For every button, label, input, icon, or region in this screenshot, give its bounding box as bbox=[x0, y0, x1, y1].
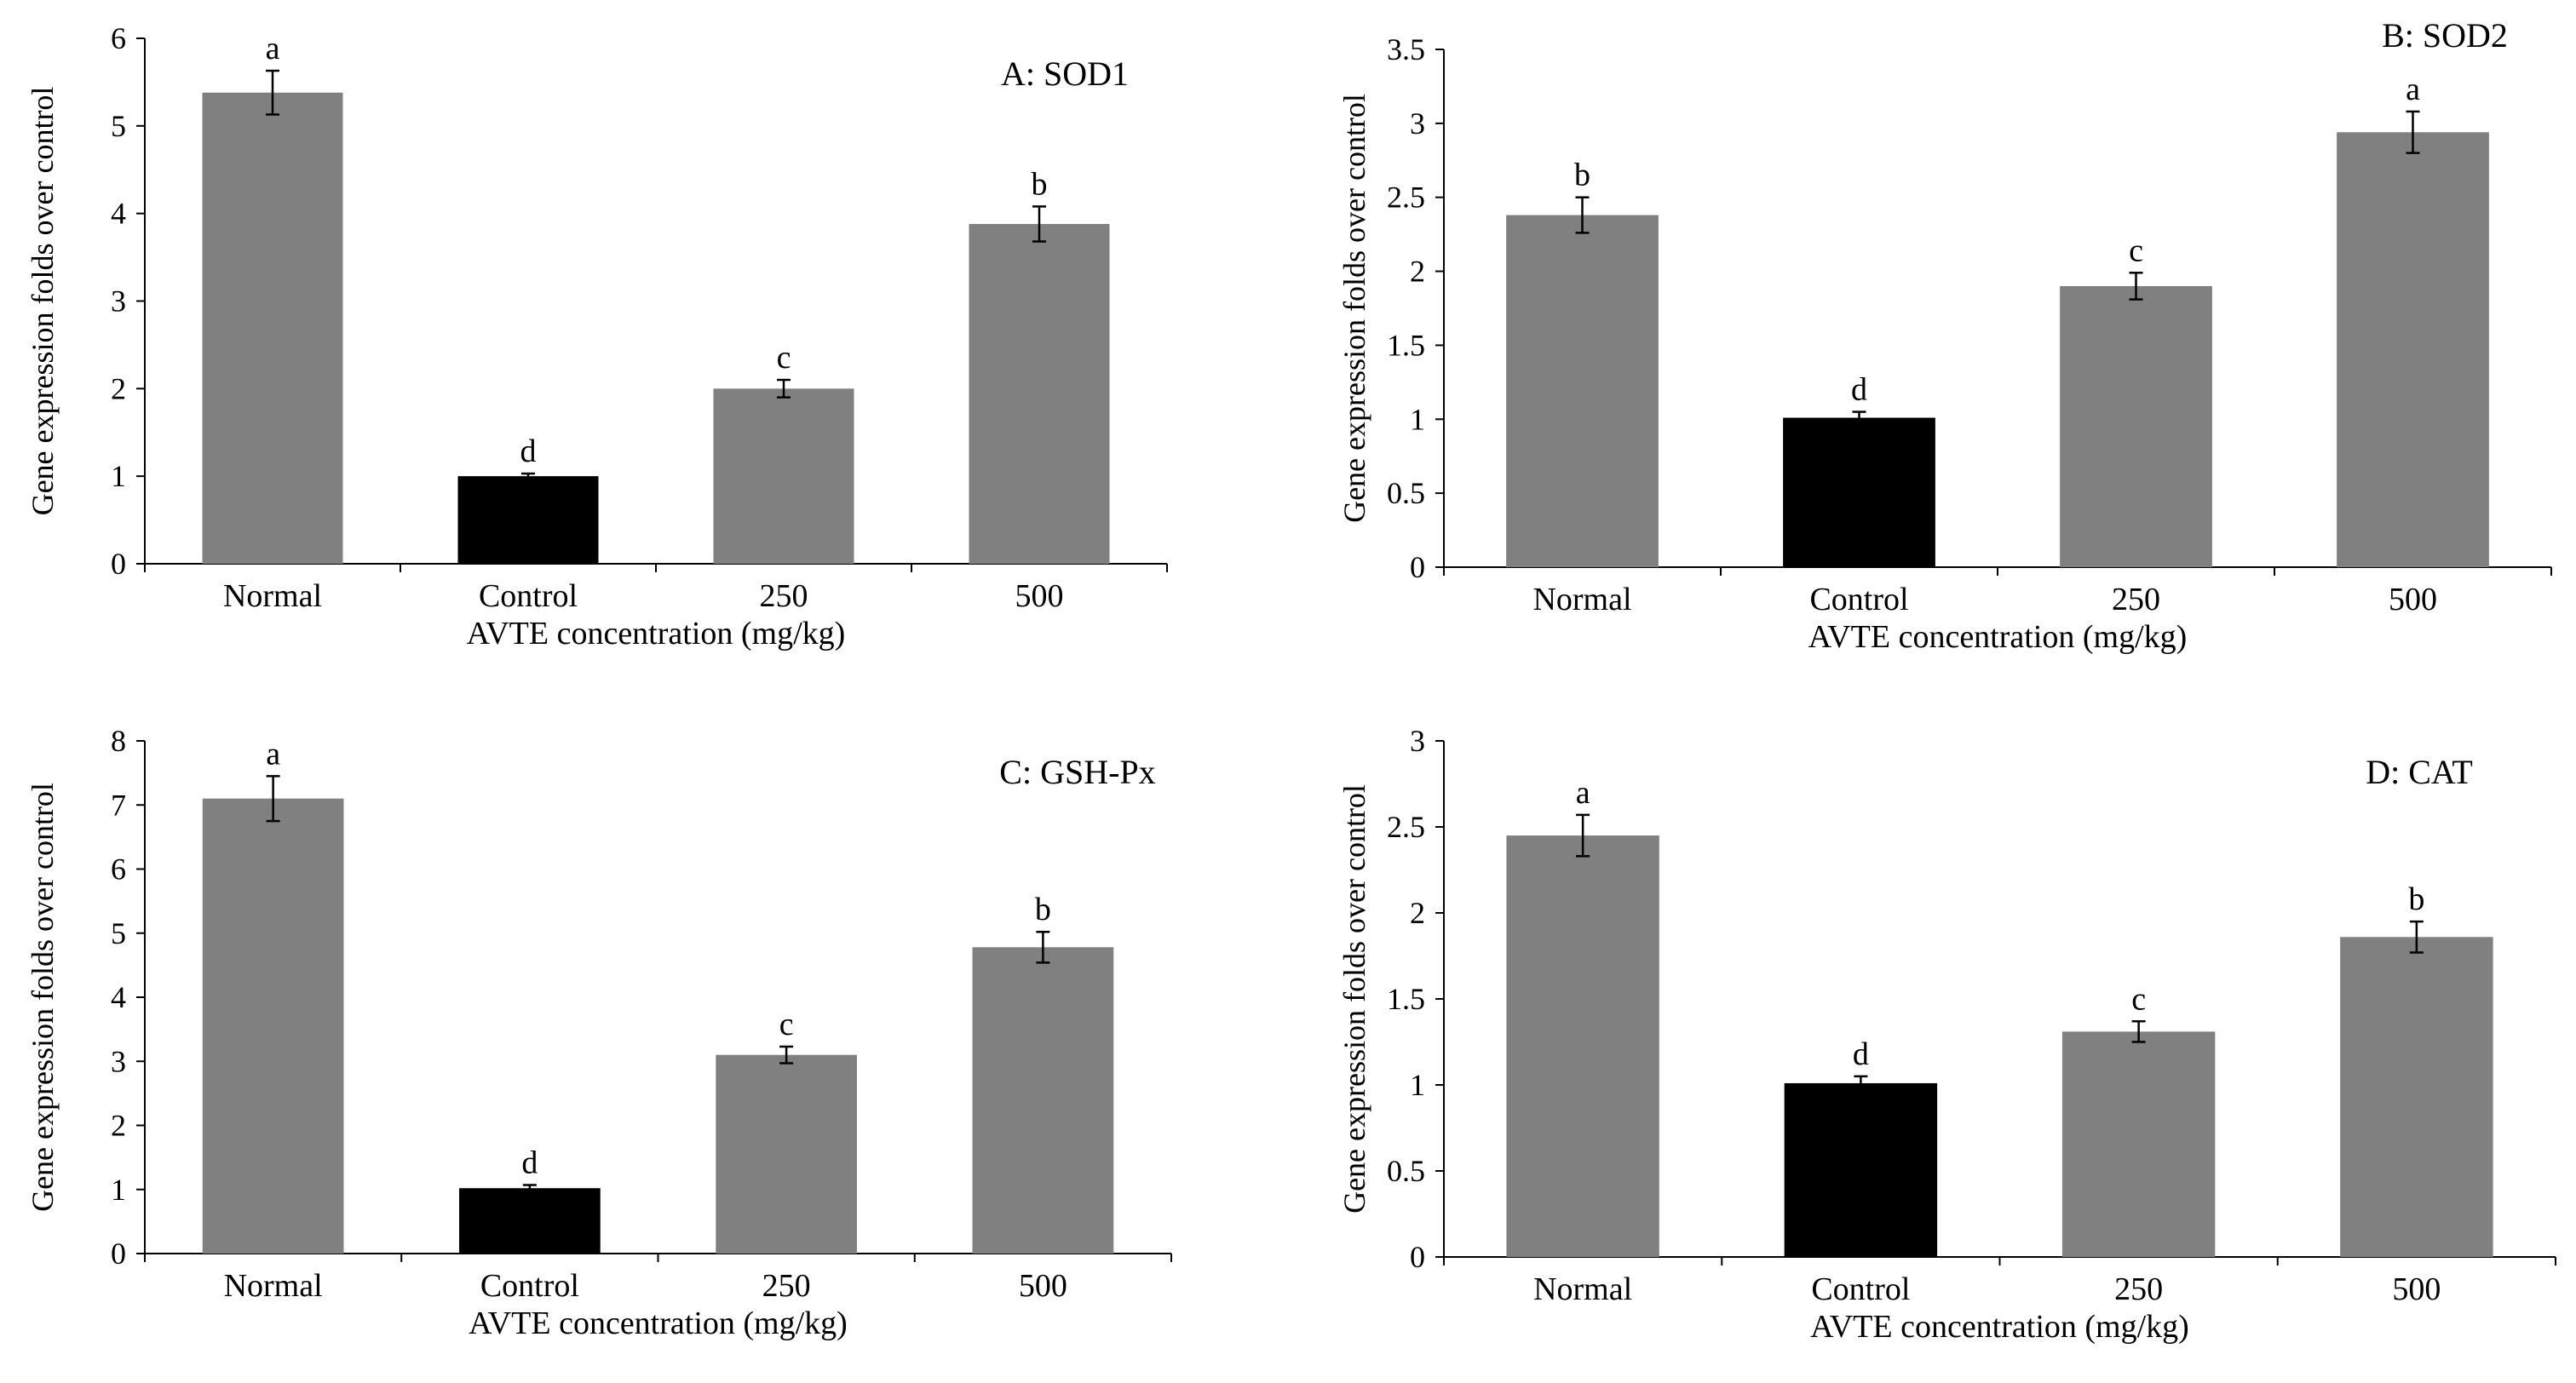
x-category-label: Normal bbox=[223, 578, 322, 614]
y-tick-label: 8 bbox=[111, 724, 126, 758]
x-category-label: Control bbox=[1811, 1271, 1910, 1307]
chart-panel-sod2: 0 0.5 1 1.5 2 2.5 3 3.5 b Normal d Control c 250 a 500 A… bbox=[1337, 16, 2552, 655]
significance-label: d bbox=[1853, 1036, 1869, 1072]
y-tick-label: 2 bbox=[1410, 896, 1425, 930]
bar-normal bbox=[202, 92, 343, 565]
y-tick-label: 1 bbox=[1410, 402, 1425, 436]
x-category-label: Normal bbox=[224, 1268, 323, 1304]
y-tick-label: 0 bbox=[111, 1237, 126, 1271]
y-tick-label: 2 bbox=[111, 371, 126, 405]
y-tick-label: 6 bbox=[111, 21, 126, 55]
y-tick-label: 3 bbox=[1410, 724, 1425, 758]
significance-label: c bbox=[2131, 981, 2146, 1017]
y-tick-label: 6 bbox=[111, 852, 126, 887]
x-axis-title: AVTE concentration (mg/kg) bbox=[1808, 619, 2188, 655]
bar-250 bbox=[2061, 1031, 2216, 1257]
x-category-label: Normal bbox=[1533, 1271, 1632, 1307]
y-axis-title: Gene expression folds over control bbox=[1337, 784, 1371, 1214]
y-tick-label: 5 bbox=[111, 916, 126, 950]
panel-title: A: SOD1 bbox=[1001, 55, 1129, 93]
significance-label: b bbox=[1032, 166, 1048, 202]
significance-label: a bbox=[266, 736, 280, 772]
bar-250 bbox=[716, 1054, 857, 1254]
y-tick-label: 4 bbox=[111, 197, 126, 231]
significance-label: b bbox=[2408, 881, 2424, 917]
x-category-label: 250 bbox=[760, 578, 808, 614]
y-tick-label: 0.5 bbox=[1387, 476, 1425, 510]
y-tick-label: 4 bbox=[111, 980, 126, 1014]
y-axis-title: Gene expression folds over control bbox=[26, 87, 60, 516]
y-tick-label: 1.5 bbox=[1387, 328, 1425, 362]
x-axis-title: AVTE concentration (mg/kg) bbox=[1810, 1309, 2189, 1345]
bar-control bbox=[1783, 417, 1935, 567]
x-category-label: 500 bbox=[2392, 1271, 2441, 1307]
chart-panel-sod1: 0 1 2 3 4 5 6 a Normal d Control c 250 b 500 AVTE conce… bbox=[26, 21, 1168, 651]
y-tick-label: 0 bbox=[1410, 550, 1425, 584]
bar-control bbox=[459, 1188, 601, 1254]
x-category-label: 250 bbox=[2112, 582, 2160, 617]
significance-label: c bbox=[777, 340, 791, 376]
y-tick-label: 0 bbox=[111, 547, 126, 581]
bar-500 bbox=[2337, 132, 2489, 567]
x-category-label: Control bbox=[480, 1268, 579, 1304]
bar-control bbox=[1784, 1082, 1938, 1257]
x-category-label: Normal bbox=[1532, 582, 1631, 617]
y-tick-label: 3 bbox=[111, 1044, 126, 1078]
y-tick-label: 3 bbox=[111, 284, 126, 318]
bar-500 bbox=[972, 947, 1114, 1254]
bar-normal bbox=[202, 798, 344, 1254]
x-category-label: 500 bbox=[1019, 1268, 1067, 1304]
significance-label: b bbox=[1574, 158, 1590, 193]
y-tick-label: 5 bbox=[111, 109, 126, 143]
bar-250 bbox=[713, 388, 854, 564]
x-category-label: 500 bbox=[2389, 582, 2437, 617]
panel-title: D: CAT bbox=[2366, 753, 2473, 791]
y-tick-label: 7 bbox=[111, 788, 126, 822]
chart-panel-cat: 0 0.5 1 1.5 2 2.5 3 a Normal d Control c 250 b 500 AVTE… bbox=[1337, 724, 2556, 1345]
significance-label: a bbox=[266, 31, 280, 66]
x-category-label: Control bbox=[479, 578, 578, 614]
x-category-label: 250 bbox=[2114, 1271, 2163, 1307]
x-category-label: Control bbox=[1809, 582, 1908, 617]
significance-label: a bbox=[1576, 775, 1590, 811]
x-axis-title: AVTE concentration (mg/kg) bbox=[469, 1306, 848, 1341]
panel-title: C: GSH-Px bbox=[999, 753, 1155, 791]
y-axis-title: Gene expression folds over control bbox=[1337, 94, 1371, 523]
bar-normal bbox=[1506, 215, 1659, 567]
y-tick-label: 1.5 bbox=[1387, 982, 1425, 1016]
y-tick-label: 3 bbox=[1410, 106, 1425, 141]
y-tick-label: 3.5 bbox=[1387, 32, 1425, 66]
y-axis-title: Gene expression folds over control bbox=[26, 783, 60, 1212]
significance-label: d bbox=[520, 433, 537, 469]
y-tick-label: 1 bbox=[111, 459, 126, 493]
significance-label: d bbox=[521, 1145, 538, 1180]
significance-label: a bbox=[2406, 72, 2420, 107]
x-category-label: 500 bbox=[1015, 578, 1064, 614]
significance-label: c bbox=[2129, 232, 2143, 268]
bar-control bbox=[457, 476, 599, 564]
chart-panel-gshpx: 0 1 2 3 4 5 6 7 8 a Normal d Control c 250 b 500 AVTE con… bbox=[26, 724, 1172, 1341]
bar-500 bbox=[2340, 937, 2493, 1257]
significance-label: c bbox=[779, 1007, 794, 1042]
y-tick-label: 1 bbox=[111, 1173, 126, 1207]
y-tick-label: 2 bbox=[1410, 255, 1425, 289]
bar-500 bbox=[969, 224, 1110, 564]
panel-title: B: SOD2 bbox=[2382, 16, 2508, 55]
x-axis-title: AVTE concentration (mg/kg) bbox=[467, 616, 846, 651]
y-tick-label: 0.5 bbox=[1387, 1154, 1425, 1188]
significance-label: b bbox=[1035, 892, 1051, 927]
y-tick-label: 2.5 bbox=[1387, 181, 1425, 215]
bar-250 bbox=[2060, 285, 2212, 567]
bar-normal bbox=[1506, 835, 1659, 1257]
significance-label: d bbox=[1851, 372, 1867, 408]
y-tick-label: 0 bbox=[1410, 1240, 1425, 1274]
y-tick-label: 1 bbox=[1410, 1068, 1425, 1102]
y-tick-label: 2 bbox=[111, 1109, 126, 1143]
y-tick-label: 2.5 bbox=[1387, 810, 1425, 844]
x-category-label: 250 bbox=[762, 1268, 811, 1304]
